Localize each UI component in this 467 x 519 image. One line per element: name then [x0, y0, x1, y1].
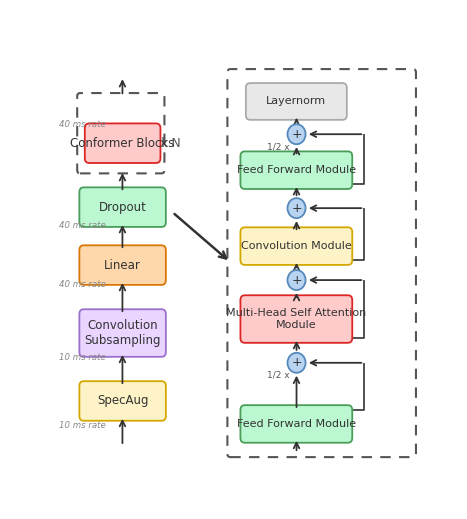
FancyBboxPatch shape [241, 405, 352, 443]
Text: x N: x N [161, 136, 181, 149]
Text: +: + [291, 274, 302, 286]
Text: Linear: Linear [104, 258, 141, 271]
Text: 40 ms rate: 40 ms rate [59, 120, 106, 129]
Text: +: + [291, 128, 302, 141]
FancyBboxPatch shape [79, 381, 166, 421]
Text: Feed Forward Module: Feed Forward Module [237, 165, 356, 175]
FancyBboxPatch shape [79, 245, 166, 285]
Text: 10 ms rate: 10 ms rate [59, 353, 106, 362]
Text: Convolution
Subsampling: Convolution Subsampling [85, 319, 161, 347]
FancyBboxPatch shape [241, 295, 352, 343]
FancyBboxPatch shape [246, 83, 347, 120]
FancyBboxPatch shape [79, 187, 166, 227]
FancyBboxPatch shape [241, 227, 352, 265]
Text: 40 ms rate: 40 ms rate [59, 280, 106, 289]
Text: 10 ms rate: 10 ms rate [59, 420, 106, 430]
Circle shape [288, 124, 305, 144]
Text: +: + [291, 357, 302, 370]
Text: +: + [291, 202, 302, 215]
Text: Dropout: Dropout [99, 201, 147, 214]
Text: Multi-Head Self Attention
Module: Multi-Head Self Attention Module [226, 308, 367, 330]
FancyBboxPatch shape [241, 152, 352, 189]
Text: 1/2 x: 1/2 x [267, 370, 290, 379]
FancyBboxPatch shape [85, 124, 161, 163]
Text: Layernorm: Layernorm [266, 97, 326, 106]
Text: Convolution Module: Convolution Module [241, 241, 352, 251]
Text: 40 ms rate: 40 ms rate [59, 221, 106, 230]
Text: Conformer Blocks: Conformer Blocks [71, 136, 175, 149]
FancyBboxPatch shape [79, 309, 166, 357]
Circle shape [288, 198, 305, 218]
Text: 1/2 x: 1/2 x [267, 143, 290, 152]
Circle shape [288, 353, 305, 373]
Text: SpecAug: SpecAug [97, 394, 149, 407]
Circle shape [288, 270, 305, 290]
Text: Feed Forward Module: Feed Forward Module [237, 419, 356, 429]
